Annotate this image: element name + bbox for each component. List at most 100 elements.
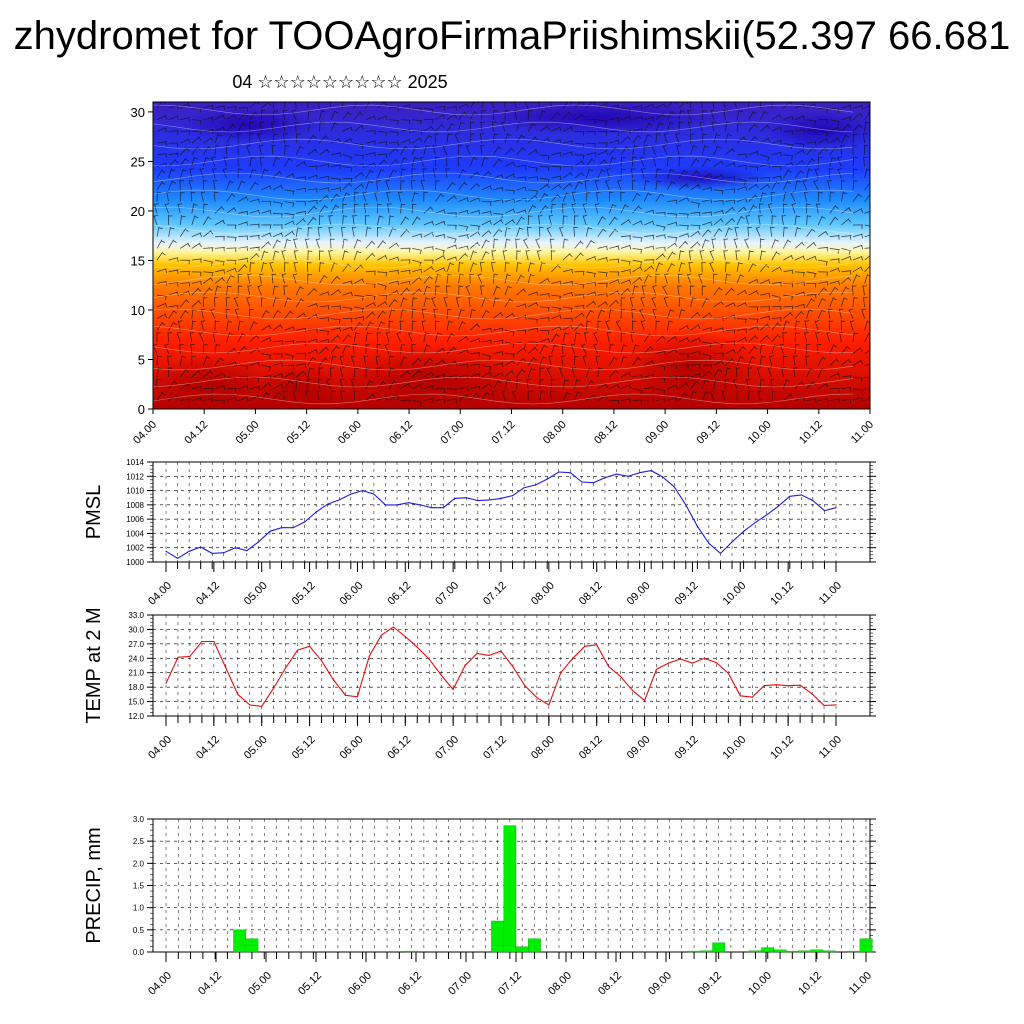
y-tick-label: 0.5	[133, 926, 145, 935]
data-point	[269, 530, 271, 532]
y-tick-label: 2.0	[133, 859, 145, 868]
data-point	[524, 685, 526, 687]
data-point	[488, 654, 490, 657]
data-point	[440, 674, 442, 676]
y-tick-label: 33.0	[128, 611, 144, 620]
warm-core	[620, 330, 760, 409]
warm-core	[153, 355, 270, 409]
precip-bar	[712, 942, 726, 953]
x-tick-label: 10.00	[746, 419, 774, 447]
precip-bar	[687, 950, 701, 953]
data-point	[234, 547, 236, 549]
data-point	[223, 552, 225, 554]
data-point	[604, 477, 606, 479]
data-point	[627, 475, 629, 477]
data-point	[189, 655, 191, 658]
x-tick-label: 04.12	[194, 580, 222, 608]
x-tick-label: 04.00	[146, 970, 174, 998]
data-point	[488, 499, 490, 501]
data-point	[246, 550, 248, 552]
data-point	[558, 471, 560, 473]
y-tick-label: 1010	[126, 487, 144, 496]
page-title: zhydromet for TOOAgroFirmaPriishimskii(5…	[13, 14, 1011, 58]
data-point	[703, 657, 706, 659]
x-tick-label: 05.00	[242, 580, 270, 608]
x-tick-label: 09.12	[673, 580, 701, 608]
data-point	[536, 697, 538, 699]
precip-bar	[749, 950, 762, 953]
data-point	[368, 655, 370, 657]
data-point	[811, 693, 813, 695]
x-tick-label: 09.00	[646, 970, 674, 998]
data-point	[392, 626, 394, 628]
precip-bar	[798, 950, 812, 953]
y-tick-label: 15	[131, 253, 145, 268]
data-point	[257, 541, 259, 543]
data-point	[696, 525, 699, 527]
data-point	[662, 476, 664, 478]
data-point	[338, 499, 340, 501]
y-tick-label: 20	[131, 204, 145, 219]
y-tick-label: 2.5	[133, 837, 145, 846]
data-point	[320, 660, 323, 662]
data-point	[332, 679, 335, 681]
x-tick-label: 06.00	[338, 580, 366, 608]
data-point	[428, 658, 430, 660]
cold-core	[760, 110, 870, 150]
data-point	[211, 552, 213, 555]
x-tick-label: 11.00	[847, 970, 874, 997]
data-point	[581, 481, 583, 483]
data-point	[165, 550, 167, 552]
x-tick-label: 06.00	[338, 734, 366, 762]
y-tick-label: 1004	[126, 529, 144, 538]
data-point	[673, 486, 675, 488]
x-tick-label: 10.00	[720, 734, 748, 762]
data-point	[691, 662, 694, 664]
data-point	[584, 645, 586, 647]
data-point	[476, 652, 478, 655]
y-tick-label: 18.0	[128, 683, 144, 692]
data-point	[511, 495, 514, 497]
x-tick-label: 09.00	[625, 734, 653, 762]
x-tick-label: 07.00	[433, 734, 461, 762]
data-point	[373, 493, 375, 495]
x-tick-label: 11.00	[817, 734, 844, 761]
wind-barb-field	[153, 102, 870, 407]
precip-bar	[822, 950, 836, 953]
y-tick-label: 12.0	[128, 712, 144, 721]
data-point	[787, 685, 789, 687]
x-tick-label: 10.12	[797, 419, 825, 447]
data-point	[655, 668, 658, 670]
data-point	[608, 665, 610, 668]
y-tick-label: 1.0	[133, 904, 145, 913]
x-tick-label: 07.12	[490, 419, 518, 447]
x-tick-label: 05.00	[246, 970, 274, 998]
data-point	[261, 705, 263, 708]
y-tick-label: 3.0	[133, 815, 145, 824]
y-axis-title: PRECIP, mm	[83, 827, 105, 943]
data-point	[812, 500, 814, 502]
precip-bar	[773, 949, 787, 953]
temp-panel: 12.0 15.0 18.0 21.0 24.0 27.0 30.0 33.0 04.00 04.…	[83, 607, 876, 762]
precip-bar	[515, 946, 529, 953]
y-tick-label: 0	[138, 402, 145, 417]
data-point	[280, 527, 283, 529]
data-point	[464, 664, 466, 667]
x-tick-label: 08.00	[529, 580, 557, 608]
pmsl-panel: 1000 1002 1004 1006 1008 1010 1012 1014 04.00 04.…	[83, 458, 876, 608]
x-tick-label: 06.12	[385, 580, 413, 608]
precip-bar	[405, 950, 419, 953]
x-tick-label: 10.12	[768, 580, 796, 608]
data-point	[620, 676, 622, 678]
streamline-paths	[153, 104, 854, 405]
data-point	[639, 472, 641, 474]
data-point	[344, 694, 347, 696]
precip-bar	[503, 825, 517, 953]
x-tick-label: 09.12	[695, 419, 723, 447]
x-tick-label: 07.12	[496, 970, 524, 998]
data-point	[304, 521, 306, 523]
precip-bar	[245, 938, 259, 953]
data-point	[350, 493, 352, 495]
data-point	[512, 666, 514, 668]
data-point	[800, 494, 802, 496]
